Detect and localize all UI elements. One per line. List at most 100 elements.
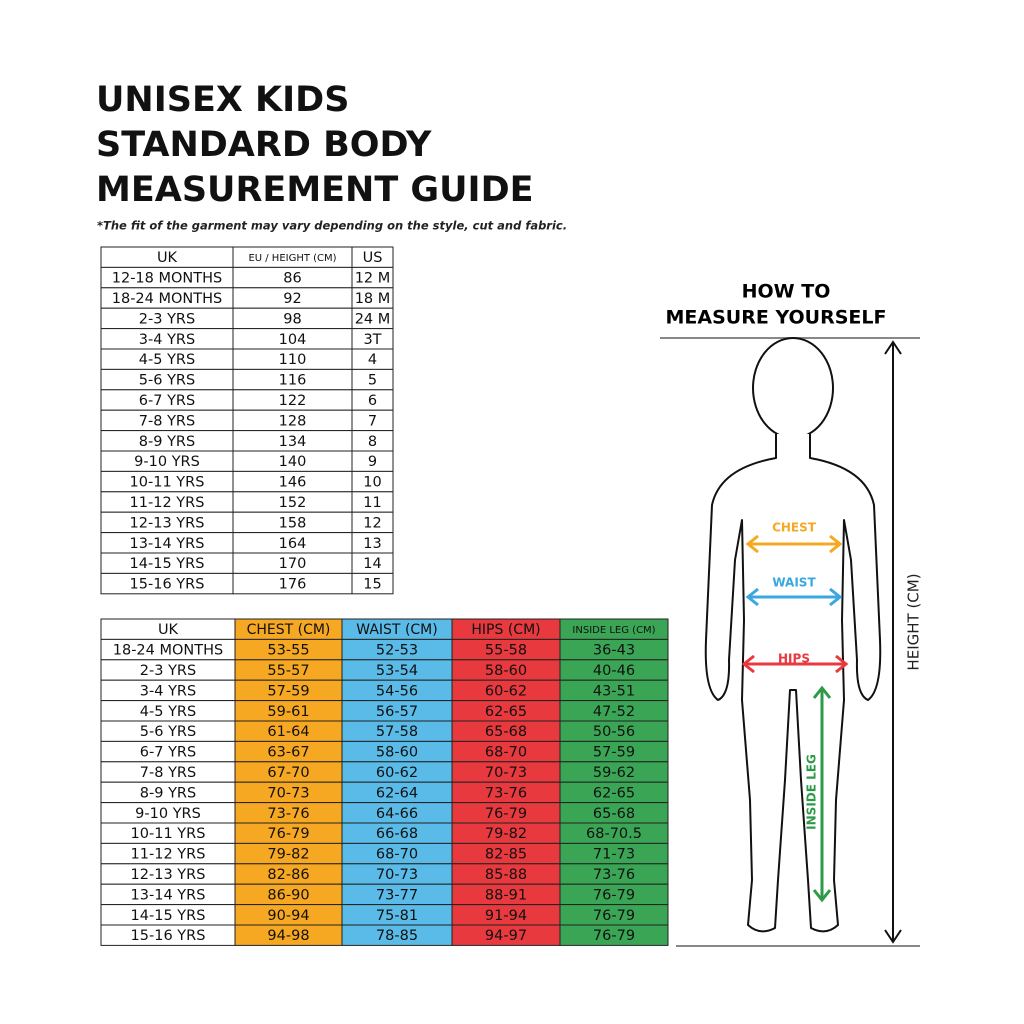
cell-text: 43-51 xyxy=(593,683,635,699)
cell-text: 12 xyxy=(363,515,381,531)
cell-text: 62-65 xyxy=(485,704,527,720)
table-cell xyxy=(351,572,394,595)
cell-text: 78-85 xyxy=(376,928,418,944)
cell-text: 14-15 YRS xyxy=(131,908,206,924)
head xyxy=(752,337,834,439)
cell-text: 58-60 xyxy=(485,663,527,679)
cell-text: 152 xyxy=(279,495,307,511)
cell-text: 5-6 YRS xyxy=(140,724,196,740)
cell-text: 10-11 YRS xyxy=(131,826,206,842)
title-line: MEASUREMENT GUIDE xyxy=(96,170,534,210)
cell-text: 94-98 xyxy=(267,928,309,944)
cell-text: 65-68 xyxy=(485,724,527,740)
cell-text: 76-79 xyxy=(267,826,309,842)
cell-text: 8-9 YRS xyxy=(140,785,196,801)
cell-text: 86 xyxy=(283,271,301,287)
cell-text: 2-3 YRS xyxy=(139,311,195,327)
cell-text: 5-6 YRS xyxy=(139,373,195,389)
cell-text: 66-68 xyxy=(376,826,418,842)
cell-text: 62-64 xyxy=(376,785,418,801)
cell-text: 63-67 xyxy=(267,745,309,761)
chest-label: CHEST xyxy=(772,521,817,535)
cell-text: 6-7 YRS xyxy=(140,745,196,761)
cell-text: 60-62 xyxy=(485,683,527,699)
chest-arrow-heads xyxy=(745,534,843,554)
cell-text: 59-62 xyxy=(593,765,635,781)
cell-text: 79-82 xyxy=(267,847,309,863)
cell-text: 56-57 xyxy=(376,704,418,720)
cell-text: 67-70 xyxy=(267,765,309,781)
cell-text: 85-88 xyxy=(485,867,527,883)
cell-text: 91-94 xyxy=(485,908,527,924)
cell-text: 54-56 xyxy=(376,683,418,699)
cell-text: 47-52 xyxy=(593,704,635,720)
cell-text: 7-8 YRS xyxy=(139,413,195,429)
cell-text: 15 xyxy=(363,577,381,593)
figure-heading: MEASURE YOURSELF xyxy=(666,307,887,329)
cell-text: 12-13 YRS xyxy=(130,515,205,531)
inside-leg-label: INSIDE LEG xyxy=(805,754,819,830)
cell-text: 10 xyxy=(363,475,381,491)
cell-text: 94-97 xyxy=(485,928,527,944)
cell-text: 53-55 xyxy=(267,643,309,659)
cell-text: 13-14 YRS xyxy=(131,887,206,903)
cell-text: 2-3 YRS xyxy=(140,663,196,679)
cell-text: 176 xyxy=(279,577,307,593)
cell-text: 73-77 xyxy=(376,887,418,903)
header-cell: CHEST (CM) xyxy=(247,622,331,638)
cell-text: 68-70 xyxy=(376,847,418,863)
height-label: HEIGHT (CM) xyxy=(905,573,923,670)
cell-text: 76-79 xyxy=(593,928,635,944)
cell-text: 146 xyxy=(279,475,307,491)
cell-text: 55-58 xyxy=(485,643,527,659)
cell-text: 18-24 MONTHS xyxy=(112,291,222,307)
cell-text: 14-15 YRS xyxy=(130,556,205,572)
cell-text: 55-57 xyxy=(267,663,309,679)
figure: HOW TO MEASURE YOURSELF CHEST WAIST HIPS… xyxy=(660,281,923,947)
cell-text: 75-81 xyxy=(376,908,418,924)
cell-text: 68-70 xyxy=(485,745,527,761)
cell-text: 4-5 YRS xyxy=(140,704,196,720)
cell-text: 52-53 xyxy=(376,643,418,659)
cell-text: 9-10 YRS xyxy=(135,806,201,822)
cell-text: 58-60 xyxy=(376,745,418,761)
header-cell: HIPS (CM) xyxy=(471,622,540,638)
cell-text: 14 xyxy=(363,556,381,572)
cell-text: 3-4 YRS xyxy=(140,683,196,699)
cell-text: 50-56 xyxy=(593,724,635,740)
cell-text: 4 xyxy=(368,352,377,368)
cell-text: 122 xyxy=(279,393,307,409)
cell-text: 24 M xyxy=(355,311,391,327)
cell-text: 9 xyxy=(368,454,377,470)
cell-text: 92 xyxy=(283,291,301,307)
header-cell: US xyxy=(363,250,383,266)
cell-text: 36-43 xyxy=(593,643,635,659)
cell-text: 71-73 xyxy=(593,847,635,863)
note: *The fit of the garment may vary dependi… xyxy=(97,219,567,233)
cell-text: 110 xyxy=(279,352,307,368)
cell-text: 76-79 xyxy=(593,887,635,903)
cell-text: 65-68 xyxy=(593,806,635,822)
cell-text: 62-65 xyxy=(593,785,635,801)
cell-text: 6 xyxy=(368,393,377,409)
cell-text: 5 xyxy=(368,373,377,389)
waist-label: WAIST xyxy=(772,576,816,590)
cell-text: 170 xyxy=(279,556,307,572)
cell-text: 11 xyxy=(363,495,381,511)
cell-text: 73-76 xyxy=(267,806,309,822)
cell-text: 79-82 xyxy=(485,826,527,842)
cell-text: 98 xyxy=(283,311,301,327)
header-cell: EU / HEIGHT (CM) xyxy=(248,253,336,264)
cell-text: 68-70.5 xyxy=(586,826,642,842)
cell-text: 140 xyxy=(279,454,307,470)
cell-text: 104 xyxy=(279,332,307,348)
cell-text: 12-18 MONTHS xyxy=(112,271,222,287)
cell-text: 10-11 YRS xyxy=(130,475,205,491)
cell-text: 13-14 YRS xyxy=(130,536,205,552)
cell-text: 11-12 YRS xyxy=(130,495,205,511)
cell-text: 4-5 YRS xyxy=(139,352,195,368)
cell-text: 40-46 xyxy=(593,663,635,679)
cell-text: 57-58 xyxy=(376,724,418,740)
title-line: STANDARD BODY xyxy=(96,125,432,165)
